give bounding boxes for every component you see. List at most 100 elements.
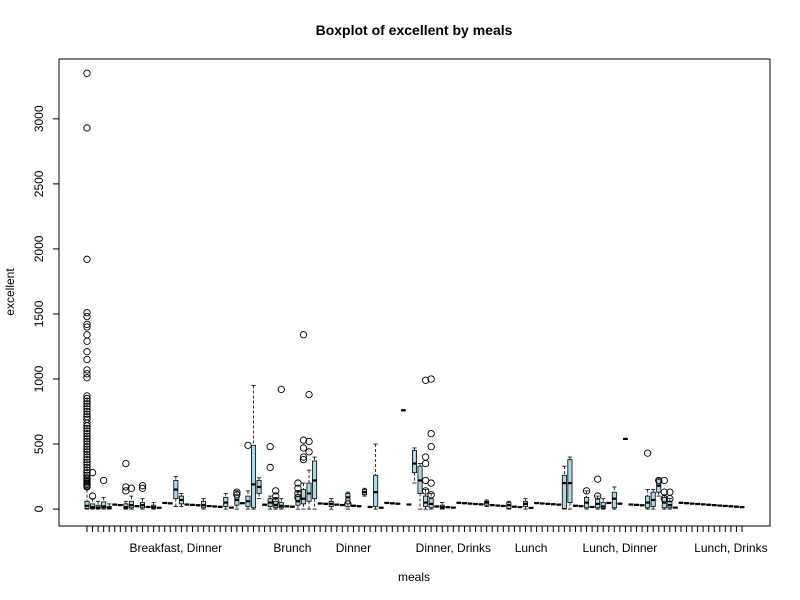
box-group <box>622 437 628 440</box>
outlier-point <box>122 483 130 491</box>
box-group <box>106 503 112 510</box>
outlier-point <box>83 483 91 491</box>
box-group <box>600 498 606 510</box>
box <box>300 489 306 505</box>
box <box>567 459 573 503</box>
box-group <box>439 502 445 510</box>
box <box>411 450 417 474</box>
outlier-point <box>660 476 668 485</box>
outlier-point <box>83 312 91 321</box>
box-group-small <box>617 502 623 505</box>
box <box>251 444 257 509</box>
outlier-point <box>83 429 91 438</box>
box-group <box>328 498 334 510</box>
outlier-point <box>643 449 652 457</box>
outliers <box>83 69 674 508</box>
box-group-small <box>212 505 218 508</box>
y-axis-label: excellent <box>3 268 17 316</box>
box-group <box>300 482 306 510</box>
box-group <box>561 465 567 510</box>
box-group-small <box>334 503 340 506</box>
box <box>345 493 351 505</box>
outlier-point <box>299 453 308 461</box>
outlier-point <box>83 437 91 446</box>
box-group <box>123 500 129 510</box>
box-group-small <box>384 501 390 505</box>
box-group <box>245 490 251 510</box>
outlier-point <box>83 337 91 345</box>
box-group-small <box>678 501 684 504</box>
box-group-small <box>739 506 745 509</box>
outlier-point <box>100 476 108 485</box>
box-group-small <box>117 503 123 507</box>
y-tick-label: 2000 <box>32 235 46 262</box>
outlier-point <box>83 69 91 77</box>
box-group-small <box>378 506 384 509</box>
outlier-point <box>83 453 91 461</box>
outlier-point <box>83 432 91 440</box>
box-group-small <box>473 502 479 506</box>
y-tick-label: 2500 <box>32 170 46 197</box>
outlier-point <box>83 397 91 405</box>
box-group <box>667 498 673 510</box>
box-group <box>306 469 312 510</box>
box-group-small <box>695 502 701 506</box>
outlier-point <box>299 436 308 444</box>
box-group <box>400 409 406 412</box>
box-group <box>611 486 617 510</box>
box-group <box>90 498 96 510</box>
box-group <box>278 498 284 510</box>
outlier-point <box>83 355 91 364</box>
x-tick-label: Brunch <box>273 541 311 555</box>
outlier-point <box>427 491 435 499</box>
outlier-point <box>83 405 91 413</box>
box-group-small <box>717 504 723 507</box>
box-group-small <box>195 504 201 507</box>
box-group <box>234 490 240 510</box>
box-group-small <box>500 504 506 508</box>
outlier-point <box>83 407 91 416</box>
box-group-small <box>639 504 645 507</box>
box-group-small <box>634 503 640 507</box>
box-group-small <box>495 504 501 507</box>
box-group-small <box>589 505 595 509</box>
outlier-point <box>421 376 430 384</box>
box-group-small <box>728 505 734 508</box>
outlier-point <box>266 442 274 451</box>
outlier-point <box>83 461 91 469</box>
outlier-point <box>244 441 252 449</box>
box-group <box>223 493 229 510</box>
outlier-point <box>272 497 280 505</box>
box-group-small <box>511 505 517 508</box>
outlier-point <box>83 348 91 356</box>
outlier-point <box>305 448 313 456</box>
outlier-point <box>88 469 97 477</box>
outlier-point <box>83 392 91 400</box>
outlier-point <box>427 442 435 451</box>
box <box>611 491 617 509</box>
outlier-point <box>83 422 91 430</box>
outlier-point <box>122 459 130 468</box>
outlier-point <box>83 374 91 382</box>
outlier-point <box>138 484 147 492</box>
box-group-small <box>445 506 451 509</box>
x-tick-label: Breakfast, Dinner <box>129 541 222 555</box>
box-group-small <box>689 502 695 505</box>
outlier-point <box>421 459 430 468</box>
box-group-small <box>434 505 440 508</box>
box-group <box>373 443 379 510</box>
box-group-small <box>467 502 473 505</box>
y-tick-label: 500 <box>32 434 46 454</box>
box-group-small <box>389 502 395 505</box>
outlier-point <box>83 370 91 378</box>
box-group-small <box>323 502 329 505</box>
outlier-point <box>660 495 668 503</box>
box-group <box>584 490 590 510</box>
box-group <box>661 494 667 510</box>
outlier-point <box>83 331 91 339</box>
box-group-small <box>683 502 689 505</box>
box-group <box>645 489 651 510</box>
box-group <box>567 456 573 510</box>
box <box>101 501 107 509</box>
outlier-point <box>294 493 302 502</box>
